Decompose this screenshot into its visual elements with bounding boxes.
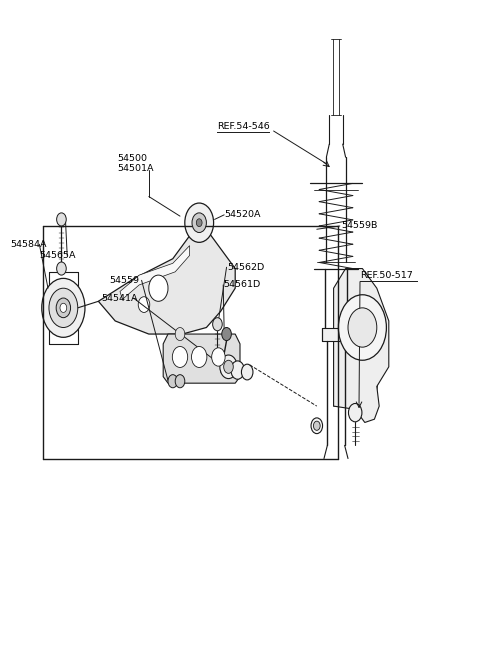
Circle shape [175,328,185,341]
Polygon shape [334,269,389,422]
Text: 54541A: 54541A [101,293,137,303]
Circle shape [42,278,85,337]
Circle shape [220,355,237,379]
Text: 54562D: 54562D [227,263,264,272]
Circle shape [311,418,323,434]
Polygon shape [334,341,379,406]
Text: 54565A: 54565A [39,251,76,260]
Circle shape [212,348,225,366]
Circle shape [224,360,233,373]
Polygon shape [98,223,235,334]
Circle shape [241,364,253,380]
Text: REF.54-546: REF.54-546 [217,122,270,131]
Circle shape [57,262,66,275]
Polygon shape [163,334,240,383]
Circle shape [57,213,66,226]
Circle shape [172,346,188,367]
Circle shape [313,421,320,430]
Text: 54559: 54559 [109,276,139,285]
Circle shape [56,298,71,318]
Text: 54520A: 54520A [225,210,261,219]
Circle shape [168,375,178,388]
Circle shape [185,203,214,242]
Circle shape [213,318,222,331]
Circle shape [348,403,362,422]
Circle shape [175,375,185,388]
Text: 54559B: 54559B [341,221,377,231]
Text: REF.50-517: REF.50-517 [360,271,413,280]
Circle shape [231,361,244,379]
Text: 54500: 54500 [118,154,148,163]
Circle shape [192,346,207,367]
Polygon shape [322,328,350,341]
Circle shape [222,328,231,341]
Circle shape [60,303,67,312]
Circle shape [138,297,150,312]
Circle shape [196,219,202,227]
Circle shape [338,295,386,360]
Polygon shape [120,246,190,299]
Circle shape [149,275,168,301]
Text: 54501A: 54501A [118,164,154,174]
Circle shape [348,308,377,347]
Text: 54584A: 54584A [11,240,47,249]
Circle shape [192,213,206,233]
Text: 54561D: 54561D [224,280,261,290]
Circle shape [49,288,78,328]
